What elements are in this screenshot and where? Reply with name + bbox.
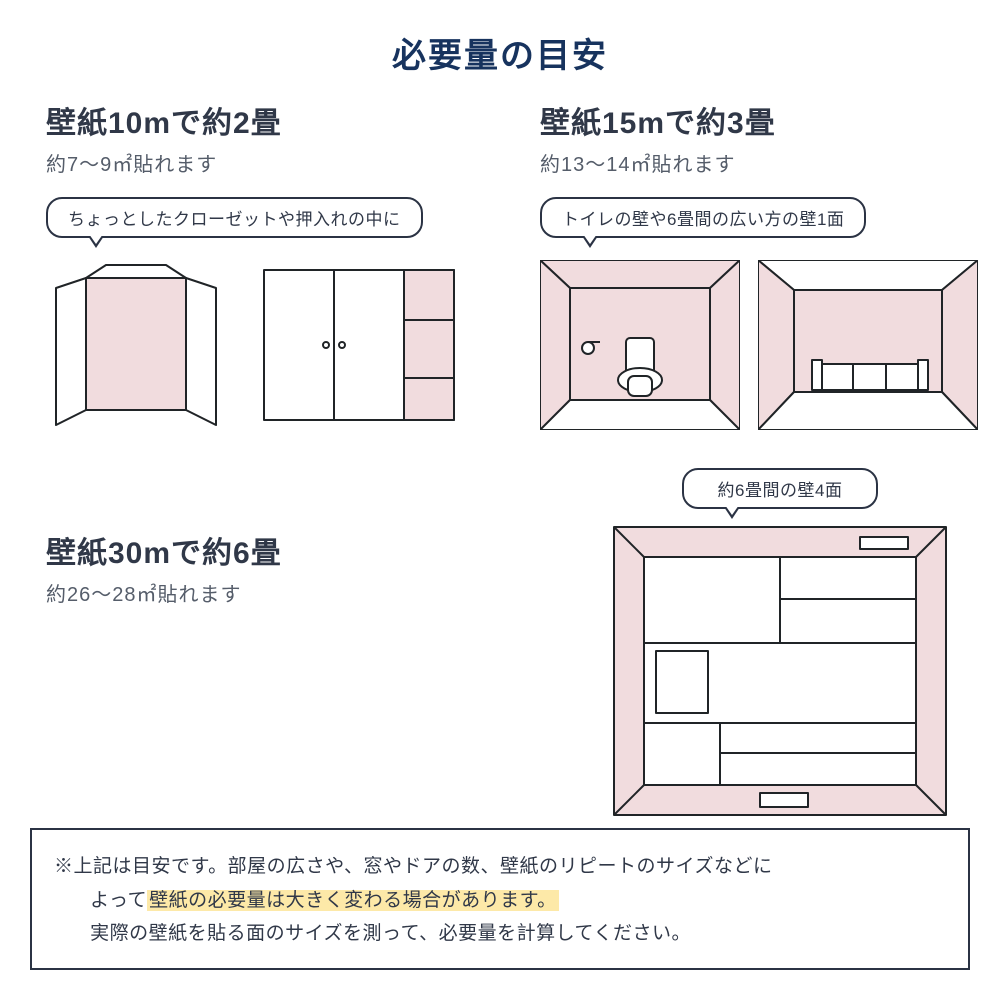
block-subtext: 約26〜28㎡貼れます <box>46 578 516 607</box>
page-title: 必要量の目安 <box>0 0 1000 77</box>
room-floorplan-illustration <box>610 523 950 823</box>
closet-illustration <box>46 260 236 430</box>
footnote-line-3: 実際の壁紙を貼る面のサイズを測って、必要量を計算してください。 <box>54 917 946 950</box>
speech-bubble: トイレの壁や6畳間の広い方の壁1面 <box>540 197 866 238</box>
block-30m: 壁紙30mで約6畳 約26〜28㎡貼れます <box>46 528 516 607</box>
footnote-line-1: ※上記は目安です。部屋の広さや、窓やドアの数、壁紙のリピートのサイズなどに <box>54 850 946 883</box>
block-30m-illustration: 約6畳間の壁4面 <box>590 468 970 823</box>
block-heading: 壁紙15mで約3畳 <box>540 98 980 142</box>
sliding-closet-illustration <box>254 260 464 430</box>
speech-bubble: 約6畳間の壁4面 <box>682 468 879 509</box>
footnote-highlight: 壁紙の必要量は大きく変わる場合があります。 <box>147 890 559 911</box>
block-10m: 壁紙10mで約2畳 約7〜9㎡貼れます ちょっとしたクローゼットや押入れの中に <box>46 98 516 430</box>
footnote-box: ※上記は目安です。部屋の広さや、窓やドアの数、壁紙のリピートのサイズなどに よっ… <box>30 828 970 970</box>
footnote-line-2-pre: よって <box>90 890 147 911</box>
speech-bubble: ちょっとしたクローゼットや押入れの中に <box>46 197 423 238</box>
block-15m: 壁紙15mで約3畳 約13〜14㎡貼れます トイレの壁や6畳間の広い方の壁1面 <box>540 98 980 430</box>
footnote-line-2: よって壁紙の必要量は大きく変わる場合があります。 <box>54 884 946 917</box>
block-heading: 壁紙10mで約2畳 <box>46 98 516 142</box>
room-accent-wall-illustration <box>758 260 978 430</box>
toilet-room-illustration <box>540 260 740 430</box>
block-subtext: 約7〜9㎡貼れます <box>46 148 516 177</box>
block-subtext: 約13〜14㎡貼れます <box>540 148 980 177</box>
block-heading: 壁紙30mで約6畳 <box>46 528 516 572</box>
